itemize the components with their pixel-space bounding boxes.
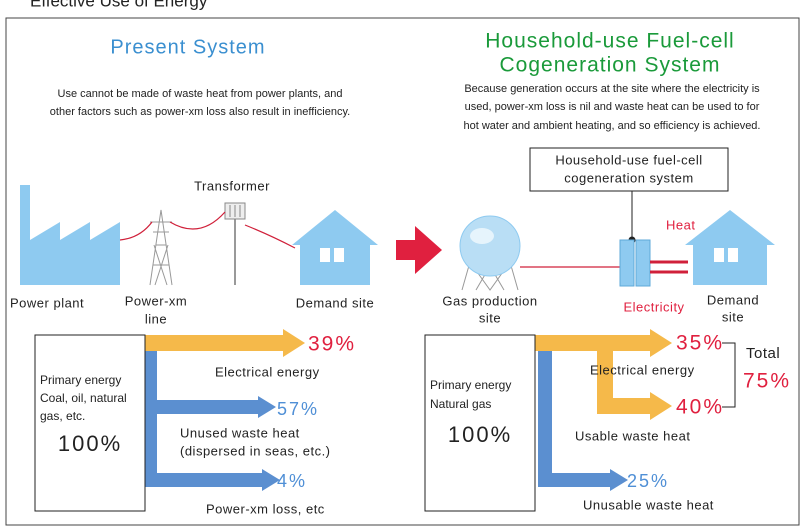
label: site [479,310,501,325]
arrow-head [258,396,280,491]
fuel-cell-icon [619,239,651,287]
source-label: Primary energy [40,373,121,387]
description: Use cannot be made of waste heat from po… [58,88,343,100]
label: Gas production [442,293,537,308]
page-title: Effective Use of Energy [30,0,208,10]
total-percent: 75% [743,370,791,393]
flow-arrow [143,343,265,487]
house-icon [685,210,775,285]
source-label: gas, etc. [40,409,85,423]
percent: 57% [277,399,319,419]
flow-label: Electrical energy [590,362,695,377]
source-percent: 100% [58,431,122,456]
label: Demand site [296,295,374,310]
box-label: cogeneration system [564,170,693,185]
house-icon [292,210,378,285]
wire [119,211,296,249]
source-box [34,334,146,512]
heading: Household-use Fuel-cell [485,30,734,53]
label: Transformer [194,178,270,193]
percent: 35% [676,332,724,355]
label: line [145,311,167,326]
flow-label: Usable waste heat [575,428,690,443]
label: site [722,309,744,324]
source-label: Coal, oil, natural [40,391,127,405]
source-label: Natural gas [430,397,491,411]
label: Electricity [623,299,684,314]
transformer-icon [224,202,246,285]
arrow-head [650,329,672,420]
flow-label: Unused waste heat [180,425,300,440]
box-label: Household-use fuel-cell [555,152,702,167]
flow-arrow [538,343,612,487]
percent: 25% [627,471,669,491]
description: other factors such as power-xm loss also… [50,106,350,118]
source-percent: 100% [448,422,512,447]
flow-arrow [535,335,652,414]
flow-label: Electrical energy [215,364,320,379]
system-box [529,147,729,192]
description: Because generation occurs at the site wh… [464,83,760,95]
percent: 39% [308,333,356,356]
heading: Present System [110,36,265,58]
flow-label: (dispersed in seas, etc.) [180,443,331,458]
flow-label: Unusable waste heat [583,497,714,512]
arrow [396,226,442,274]
frame [5,17,800,526]
description: used, power-xm loss is nil and waste hea… [465,101,760,113]
percent: 40% [676,396,724,419]
source-box [424,334,536,512]
label: Power-xm [125,293,188,308]
heading: Cogeneration System [500,54,721,77]
power-plant-icon [20,185,120,285]
label: Power plant [10,295,84,310]
pylon-icon [149,209,173,286]
arrow-head [610,469,628,491]
percent: 4% [277,471,307,491]
source-label: Primary energy [430,378,511,392]
label: Demand [707,292,759,307]
arrow-head [283,329,305,357]
bracket [722,342,736,408]
label: Heat [666,217,695,232]
gas-tank-icon [459,215,521,291]
flow-label: Power-xm loss, etc [206,501,325,516]
total-label: Total [746,345,780,362]
description: hot water and ambient heating, and so ef… [464,120,761,132]
